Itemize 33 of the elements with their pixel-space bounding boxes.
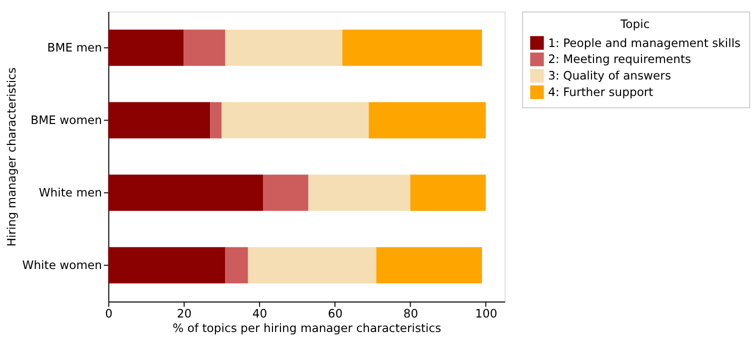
y-tick-label: BME men (47, 40, 102, 55)
bar (225, 247, 248, 284)
bar (342, 30, 482, 66)
y-axis-title: Hiring manager characteristics (4, 67, 18, 247)
bar (376, 247, 482, 284)
x-axis-title: % of topics per hiring manager characteristics (172, 320, 442, 335)
bar (108, 102, 210, 138)
bar (210, 102, 222, 138)
y-tick-label: White men (38, 186, 102, 200)
bar (248, 247, 376, 284)
bar (263, 174, 308, 211)
legend-label: 2: Meeting requirements (548, 52, 692, 66)
bar (308, 174, 410, 211)
legend-label: 4: Further support (548, 85, 654, 100)
x-tick-label: 100 (475, 306, 498, 320)
x-tick-label: 80 (403, 306, 418, 320)
x-tick-label: 40 (252, 306, 268, 320)
bar (108, 247, 226, 284)
legend-label: 3: Quality of answers (548, 68, 671, 83)
bar (225, 30, 342, 66)
x-tick-label: 60 (328, 306, 343, 320)
x-tick-label: 0 (105, 306, 112, 320)
bar (108, 30, 184, 66)
bar (368, 102, 486, 138)
bar (108, 174, 264, 211)
legend-title: Topic (620, 16, 650, 31)
bar (222, 102, 369, 138)
bar (184, 30, 226, 66)
x-tick-label: 20 (176, 306, 192, 320)
y-tick-label: White women (22, 258, 102, 272)
legend-label: 1: People and management skills (548, 36, 741, 50)
y-tick-label: BME women (30, 113, 102, 128)
bar (410, 174, 486, 211)
